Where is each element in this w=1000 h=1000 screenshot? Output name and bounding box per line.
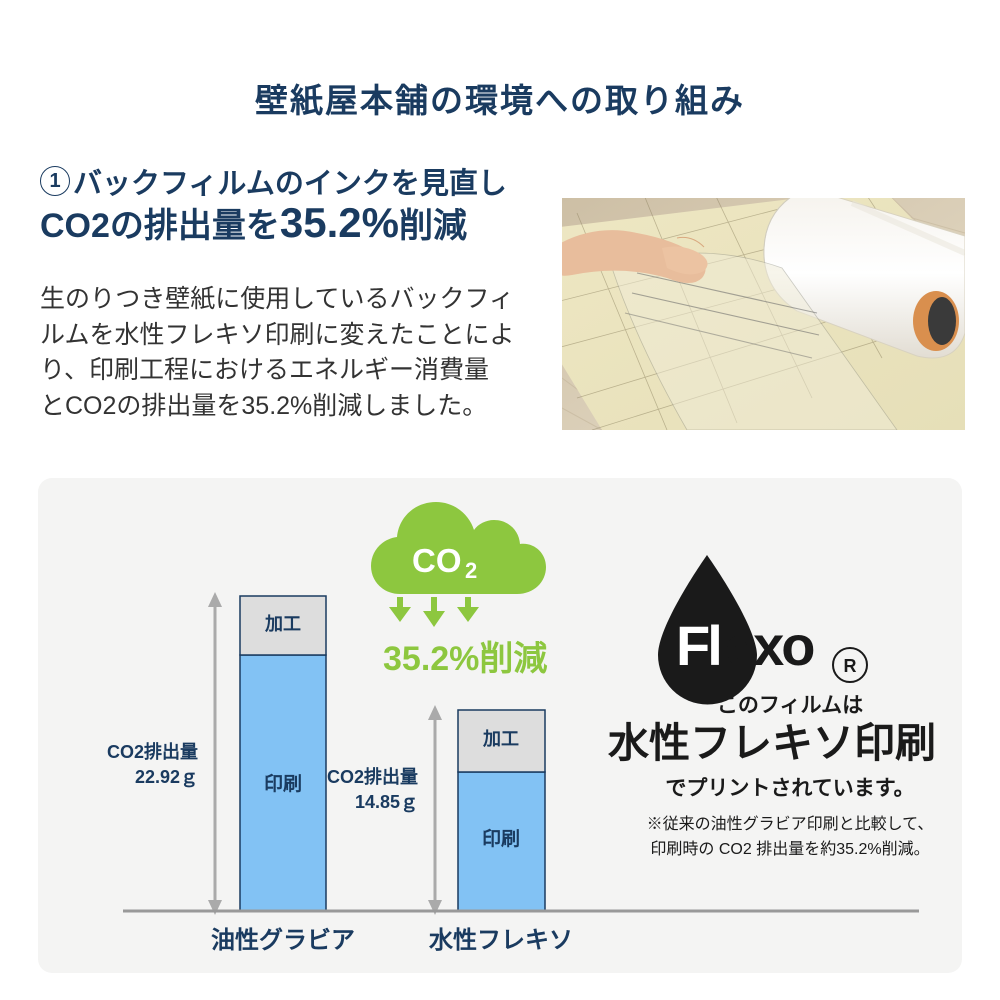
svg-text:※従来の油性グラビア印刷と比較して、: ※従来の油性グラビア印刷と比較して、 <box>647 815 934 833</box>
svg-text:Fl: Fl <box>676 614 720 677</box>
svg-text:R: R <box>844 656 857 676</box>
svg-text:でプリントされています。: でプリントされています。 <box>665 777 914 800</box>
svg-text:このフィルムは: このフィルムは <box>717 694 863 717</box>
svg-text:水性フレキソ印刷: 水性フレキソ印刷 <box>607 720 936 766</box>
svg-text:exo: exo <box>725 614 814 677</box>
svg-text:印刷時の CO2 排出量を約35.2%削減。: 印刷時の CO2 排出量を約35.2%削減。 <box>650 840 929 858</box>
